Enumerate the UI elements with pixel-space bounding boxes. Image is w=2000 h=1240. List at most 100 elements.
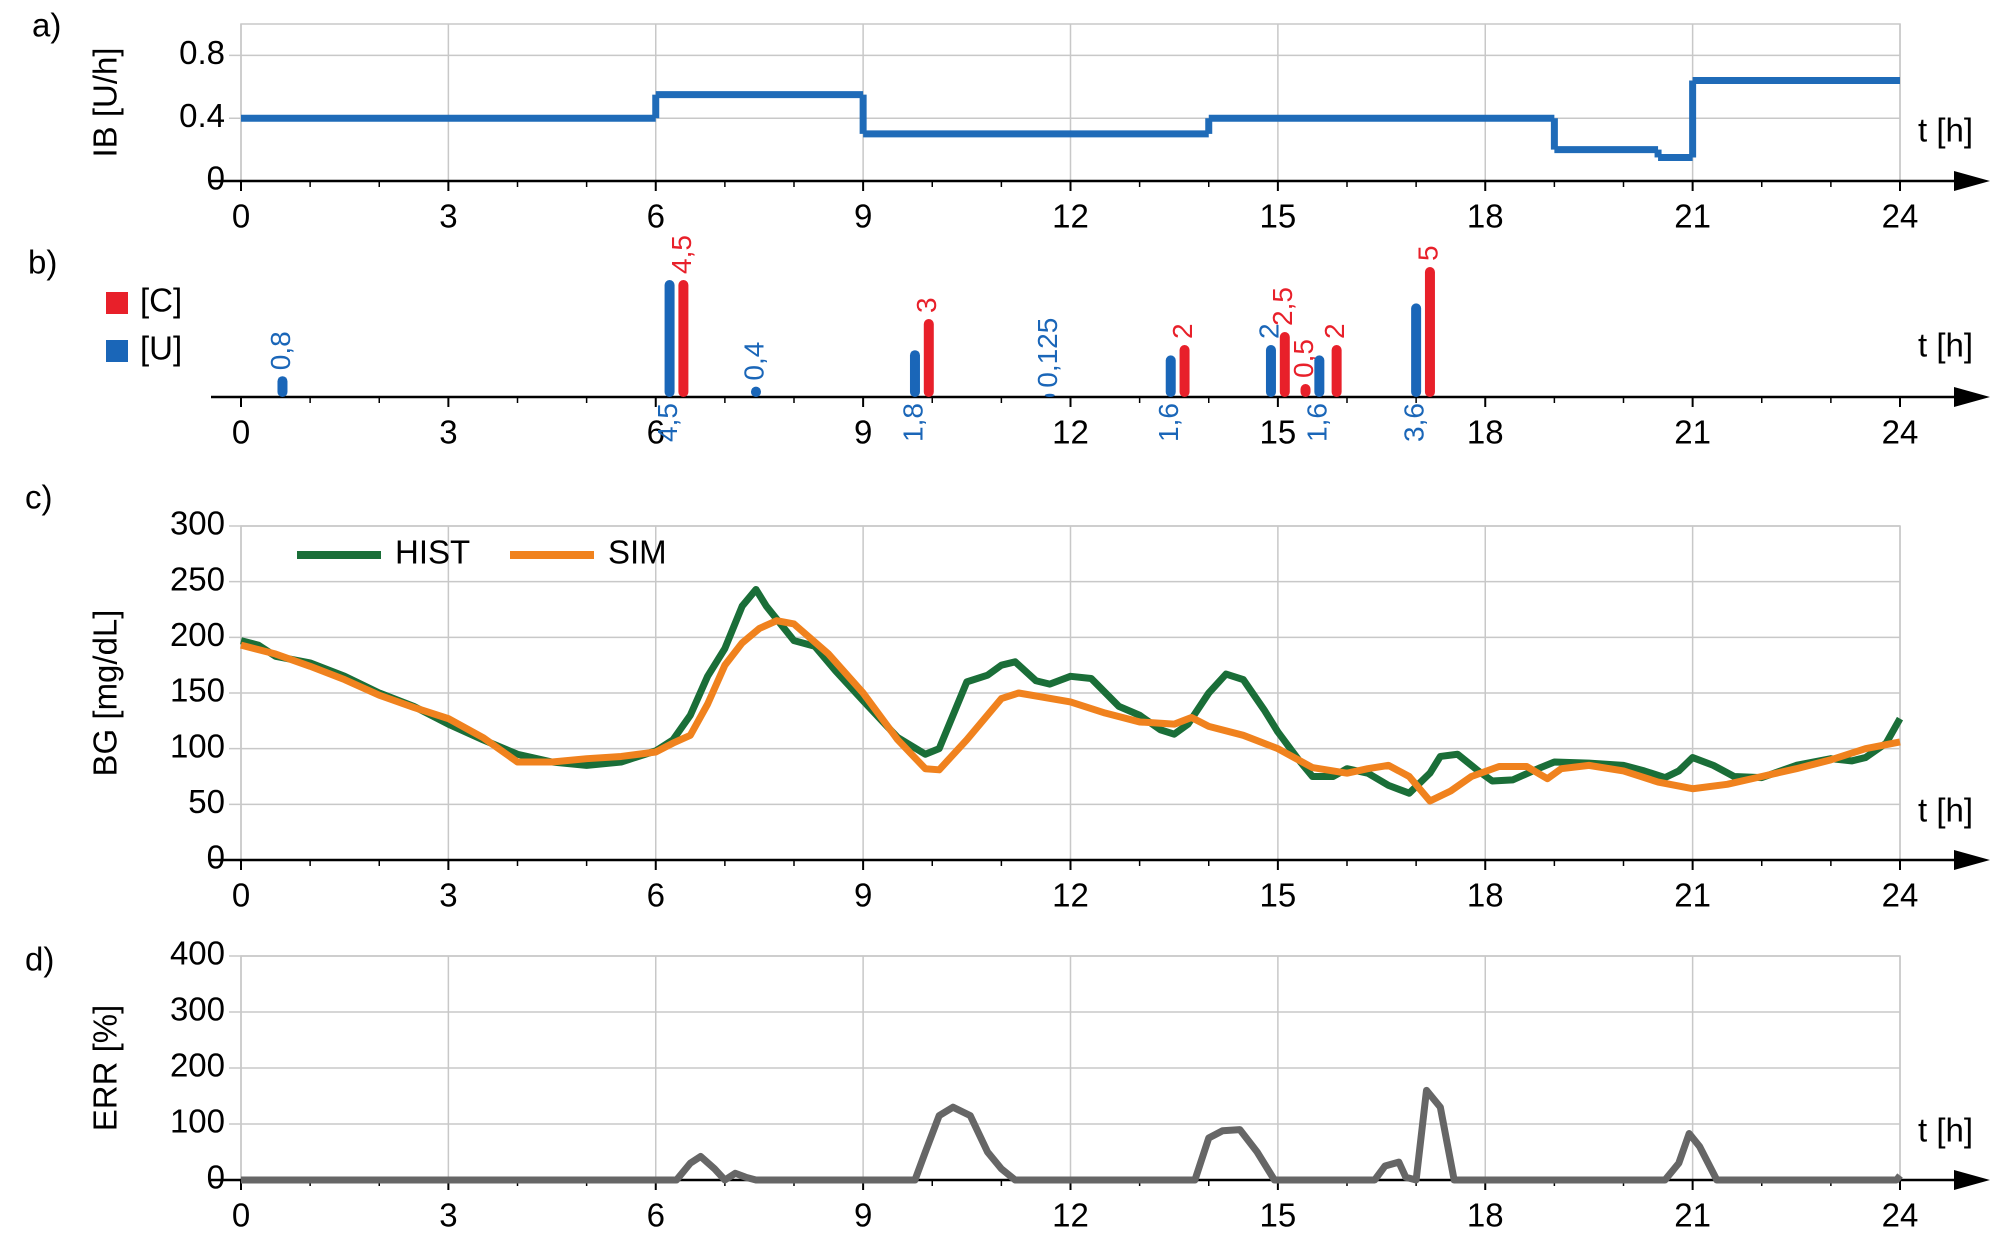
x-tick-label: 0 (232, 414, 250, 451)
y-tick-label: 0 (207, 839, 225, 876)
value-label: 1,6 (1302, 403, 1333, 442)
bar (1165, 355, 1176, 397)
y-tick-label: 50 (188, 783, 225, 820)
value-label: 2 (1319, 323, 1350, 339)
x-tick-label: 9 (854, 877, 872, 914)
x-tick-label: 21 (1674, 1197, 1711, 1234)
x-axis-label: t [h] (1918, 1112, 1973, 1149)
x-tick-label: 15 (1260, 1197, 1297, 1234)
x-tick-label: 3 (439, 414, 457, 451)
axis-arrow (1954, 850, 1990, 870)
axis-arrow (1954, 1170, 1990, 1190)
legend-label: HIST (395, 534, 470, 571)
value-label: 2 (1253, 323, 1284, 339)
value-label: 4,5 (666, 235, 697, 274)
x-tick-label: 6 (647, 414, 665, 451)
x-tick-label: 21 (1674, 414, 1711, 451)
value-label: 1,6 (1153, 403, 1184, 442)
x-tick-label: 24 (1882, 414, 1919, 451)
axis-arrow (1954, 171, 1990, 191)
y-tick-label: 200 (170, 616, 225, 653)
legend-label: [C] (140, 282, 182, 319)
legend-label: SIM (608, 534, 667, 571)
x-tick-label: 24 (1882, 198, 1919, 235)
y-tick-label: 0 (207, 1159, 225, 1196)
y-tick-label: 100 (170, 727, 225, 764)
y-tick-label: 300 (170, 505, 225, 542)
value-label: 0,8 (265, 331, 296, 370)
y-axis-label: IB [U/h] (87, 47, 124, 157)
x-tick-label: 6 (647, 877, 665, 914)
value-label: 0,4 (738, 342, 769, 381)
x-tick-label: 3 (439, 877, 457, 914)
x-tick-label: 18 (1467, 198, 1504, 235)
series-line (240, 617, 1901, 805)
y-tick-label: 0.8 (179, 34, 225, 71)
value-label: 4,5 (652, 403, 683, 442)
bar (923, 319, 934, 397)
bar (750, 386, 761, 397)
value-label: 3 (911, 297, 942, 313)
x-tick-label: 18 (1467, 414, 1504, 451)
panel-label: c) (25, 479, 53, 516)
bar (1265, 345, 1276, 397)
panel-label: a) (32, 7, 61, 44)
panel-label: d) (25, 941, 54, 978)
axis-arrow (1954, 387, 1990, 407)
legend-swatch (106, 340, 128, 362)
x-tick-label: 3 (439, 1197, 457, 1234)
x-tick-label: 12 (1052, 414, 1089, 451)
x-tick-label: 18 (1467, 877, 1504, 914)
series-line (241, 1086, 1903, 1184)
bar (1411, 303, 1422, 397)
y-tick-label: 0.4 (179, 97, 225, 134)
x-tick-label: 9 (854, 198, 872, 235)
x-tick-label: 3 (439, 198, 457, 235)
bar (1314, 355, 1325, 397)
y-axis-label: ERR [%] (87, 1005, 124, 1132)
bar (1300, 384, 1311, 397)
legend-swatch (106, 292, 128, 314)
x-tick-label: 24 (1882, 877, 1919, 914)
value-label: 0,5 (1288, 339, 1319, 378)
x-tick-label: 12 (1052, 877, 1089, 914)
bar (909, 350, 920, 397)
bar (678, 280, 689, 397)
x-tick-label: 12 (1052, 198, 1089, 235)
y-tick-label: 0 (207, 160, 225, 197)
bar (277, 376, 288, 397)
y-axis-label: BG [mg/dL] (87, 610, 124, 777)
x-axis-label: t [h] (1918, 112, 1973, 149)
value-label: 5 (1412, 245, 1443, 261)
x-tick-label: 18 (1467, 1197, 1504, 1234)
x-tick-label: 9 (854, 414, 872, 451)
x-axis-label: t [h] (1918, 792, 1973, 829)
x-tick-label: 21 (1674, 877, 1711, 914)
bar (664, 280, 675, 397)
y-tick-label: 400 (170, 935, 225, 972)
y-tick-label: 250 (170, 560, 225, 597)
x-tick-label: 15 (1260, 877, 1297, 914)
x-tick-label: 15 (1260, 414, 1297, 451)
bar (1179, 345, 1190, 397)
y-tick-label: 100 (170, 1103, 225, 1140)
bar (1279, 332, 1290, 397)
value-label: 3,6 (1399, 403, 1430, 442)
x-tick-label: 24 (1882, 1197, 1919, 1234)
legend-label: [U] (140, 330, 182, 367)
x-tick-label: 0 (232, 1197, 250, 1234)
bar (1044, 393, 1055, 397)
bar (1424, 267, 1435, 397)
x-tick-label: 0 (232, 877, 250, 914)
x-axis-label: t [h] (1918, 327, 1973, 364)
x-tick-label: 9 (854, 1197, 872, 1234)
x-tick-label: 6 (647, 1197, 665, 1234)
y-tick-label: 200 (170, 1047, 225, 1084)
value-label: 2,5 (1267, 287, 1298, 326)
bar (1331, 345, 1342, 397)
x-tick-label: 12 (1052, 1197, 1089, 1234)
x-tick-label: 0 (232, 198, 250, 235)
value-label: 1,8 (897, 403, 928, 442)
